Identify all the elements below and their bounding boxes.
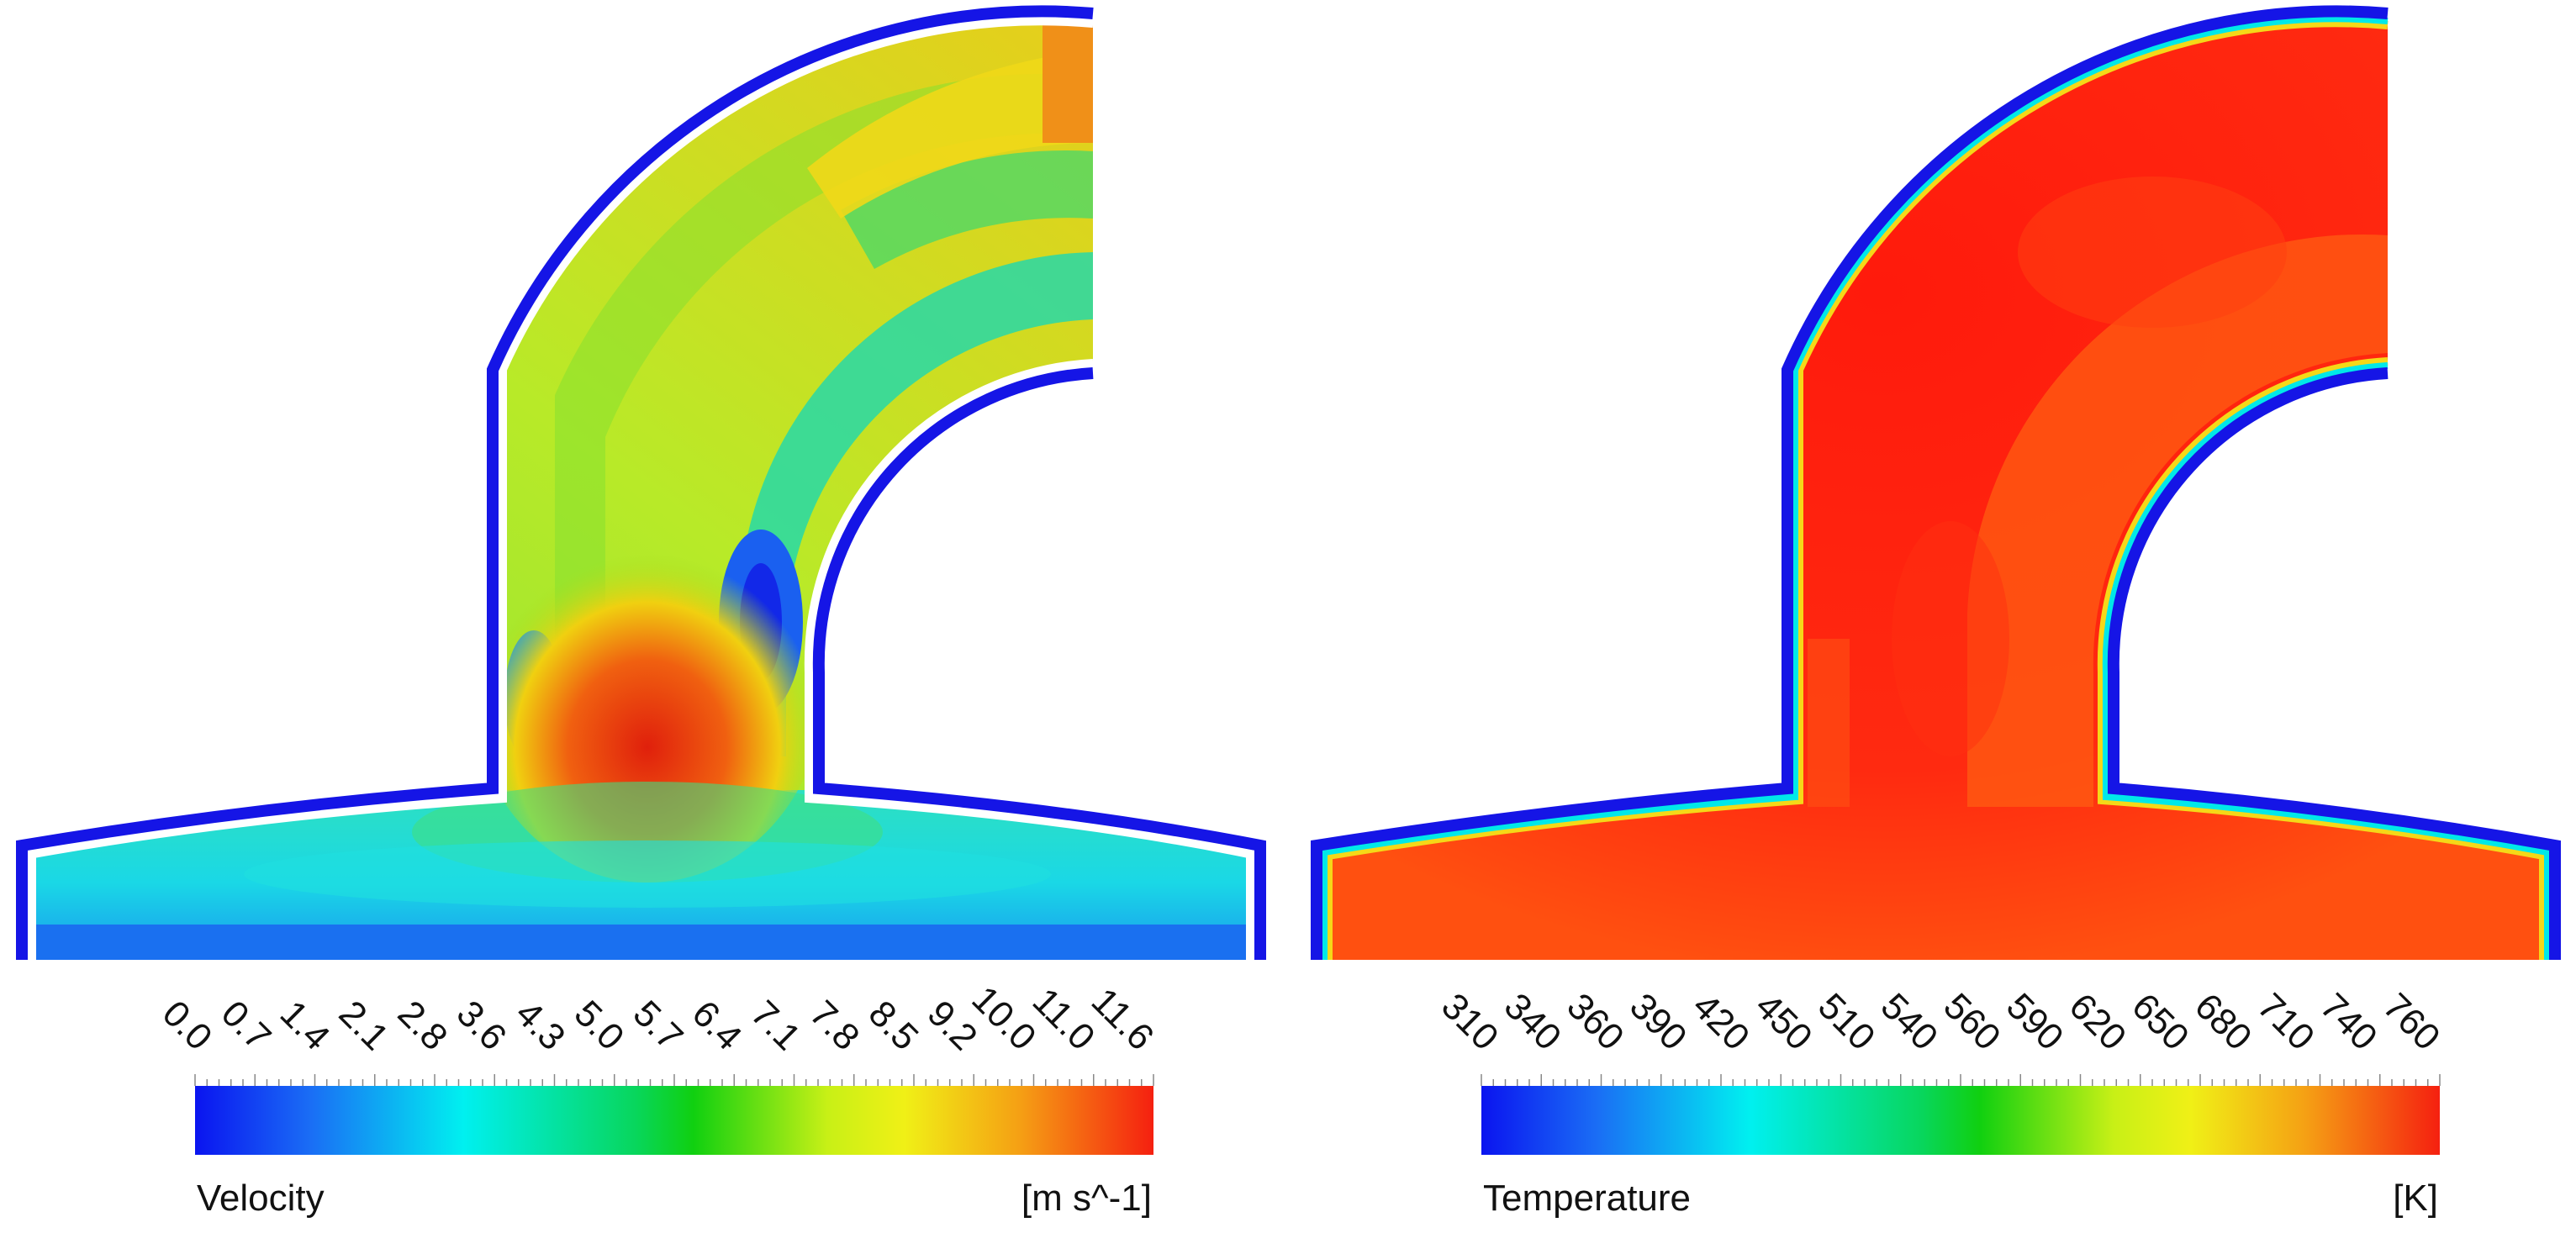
velocity-tick-label: 4.3 [508,993,573,1058]
temperature-tick-label: 540 [1873,986,1946,1059]
velocity-tick-label: 0.0 [155,993,220,1058]
temperature-tick-label: 740 [2312,986,2385,1059]
temperature-tick-label: 360 [1559,986,1632,1059]
velocity-unit-label: [m s^-1] [1021,1178,1152,1219]
temperature-tick-label: 450 [1747,986,1820,1059]
temperature-tick-label: 390 [1622,986,1695,1059]
velocity-tick-label: 7.8 [802,993,868,1058]
velocity-tick-label: 11.6 [1084,980,1162,1058]
temperature-tick-label: 560 [1935,986,2009,1059]
temperature-tick-labels: 3103403603904204505105405605906206506807… [1433,986,2448,1059]
temperature-tick-label: 510 [1810,986,1883,1059]
velocity-tick-labels: 0.00.71.42.12.83.64.35.05.76.47.17.88.59… [155,978,1162,1058]
velocity-colorbar [195,1086,1153,1155]
temperature-tick-label: 620 [2061,986,2135,1059]
velocity-tick-label: 6.4 [684,993,750,1058]
velocity-tick-label: 8.5 [861,993,926,1058]
temperature-tick-label: 420 [1685,986,1758,1059]
temperature-quantity-label: Temperature [1483,1178,1691,1219]
velocity-contour-plot [16,5,1266,960]
velocity-tick-label: 7.1 [743,993,809,1058]
velocity-quantity-label: Velocity [197,1178,325,1219]
velocity-tick-label: 10.0 [963,978,1043,1058]
temperature-tick-label: 710 [2250,986,2323,1059]
temperature-tick-label: 310 [1433,986,1507,1059]
velocity-legend: 0.00.71.42.12.83.64.35.05.76.47.17.88.59… [155,978,1162,1219]
temperature-legend: 3103403603904204505105405605906206506807… [1433,986,2448,1219]
temperature-contour-plot [1311,5,2561,960]
velocity-tick-label: 3.6 [449,993,515,1058]
temperature-tick-label: 680 [2187,986,2260,1059]
temperature-tick-label: 650 [2124,986,2197,1059]
temperature-tick-label: 340 [1497,986,1570,1059]
temperature-unit-label: [K] [2393,1178,2438,1219]
velocity-tick-label: 2.1 [331,993,397,1058]
velocity-tick-label: 5.7 [626,993,691,1058]
velocity-tick-label: 11.0 [1025,980,1103,1058]
velocity-tick-label: 2.8 [390,993,456,1058]
temperature-colorbar [1481,1086,2440,1155]
temperature-tick-label: 590 [1998,986,2072,1059]
velocity-tick-label: 5.0 [567,993,632,1058]
temperature-tick-marks [1481,1074,2441,1086]
temperature-tick-label: 760 [2375,986,2448,1059]
velocity-tick-label: 1.4 [272,993,338,1058]
velocity-tick-marks [194,1074,1154,1086]
velocity-tick-label: 0.7 [214,993,279,1058]
